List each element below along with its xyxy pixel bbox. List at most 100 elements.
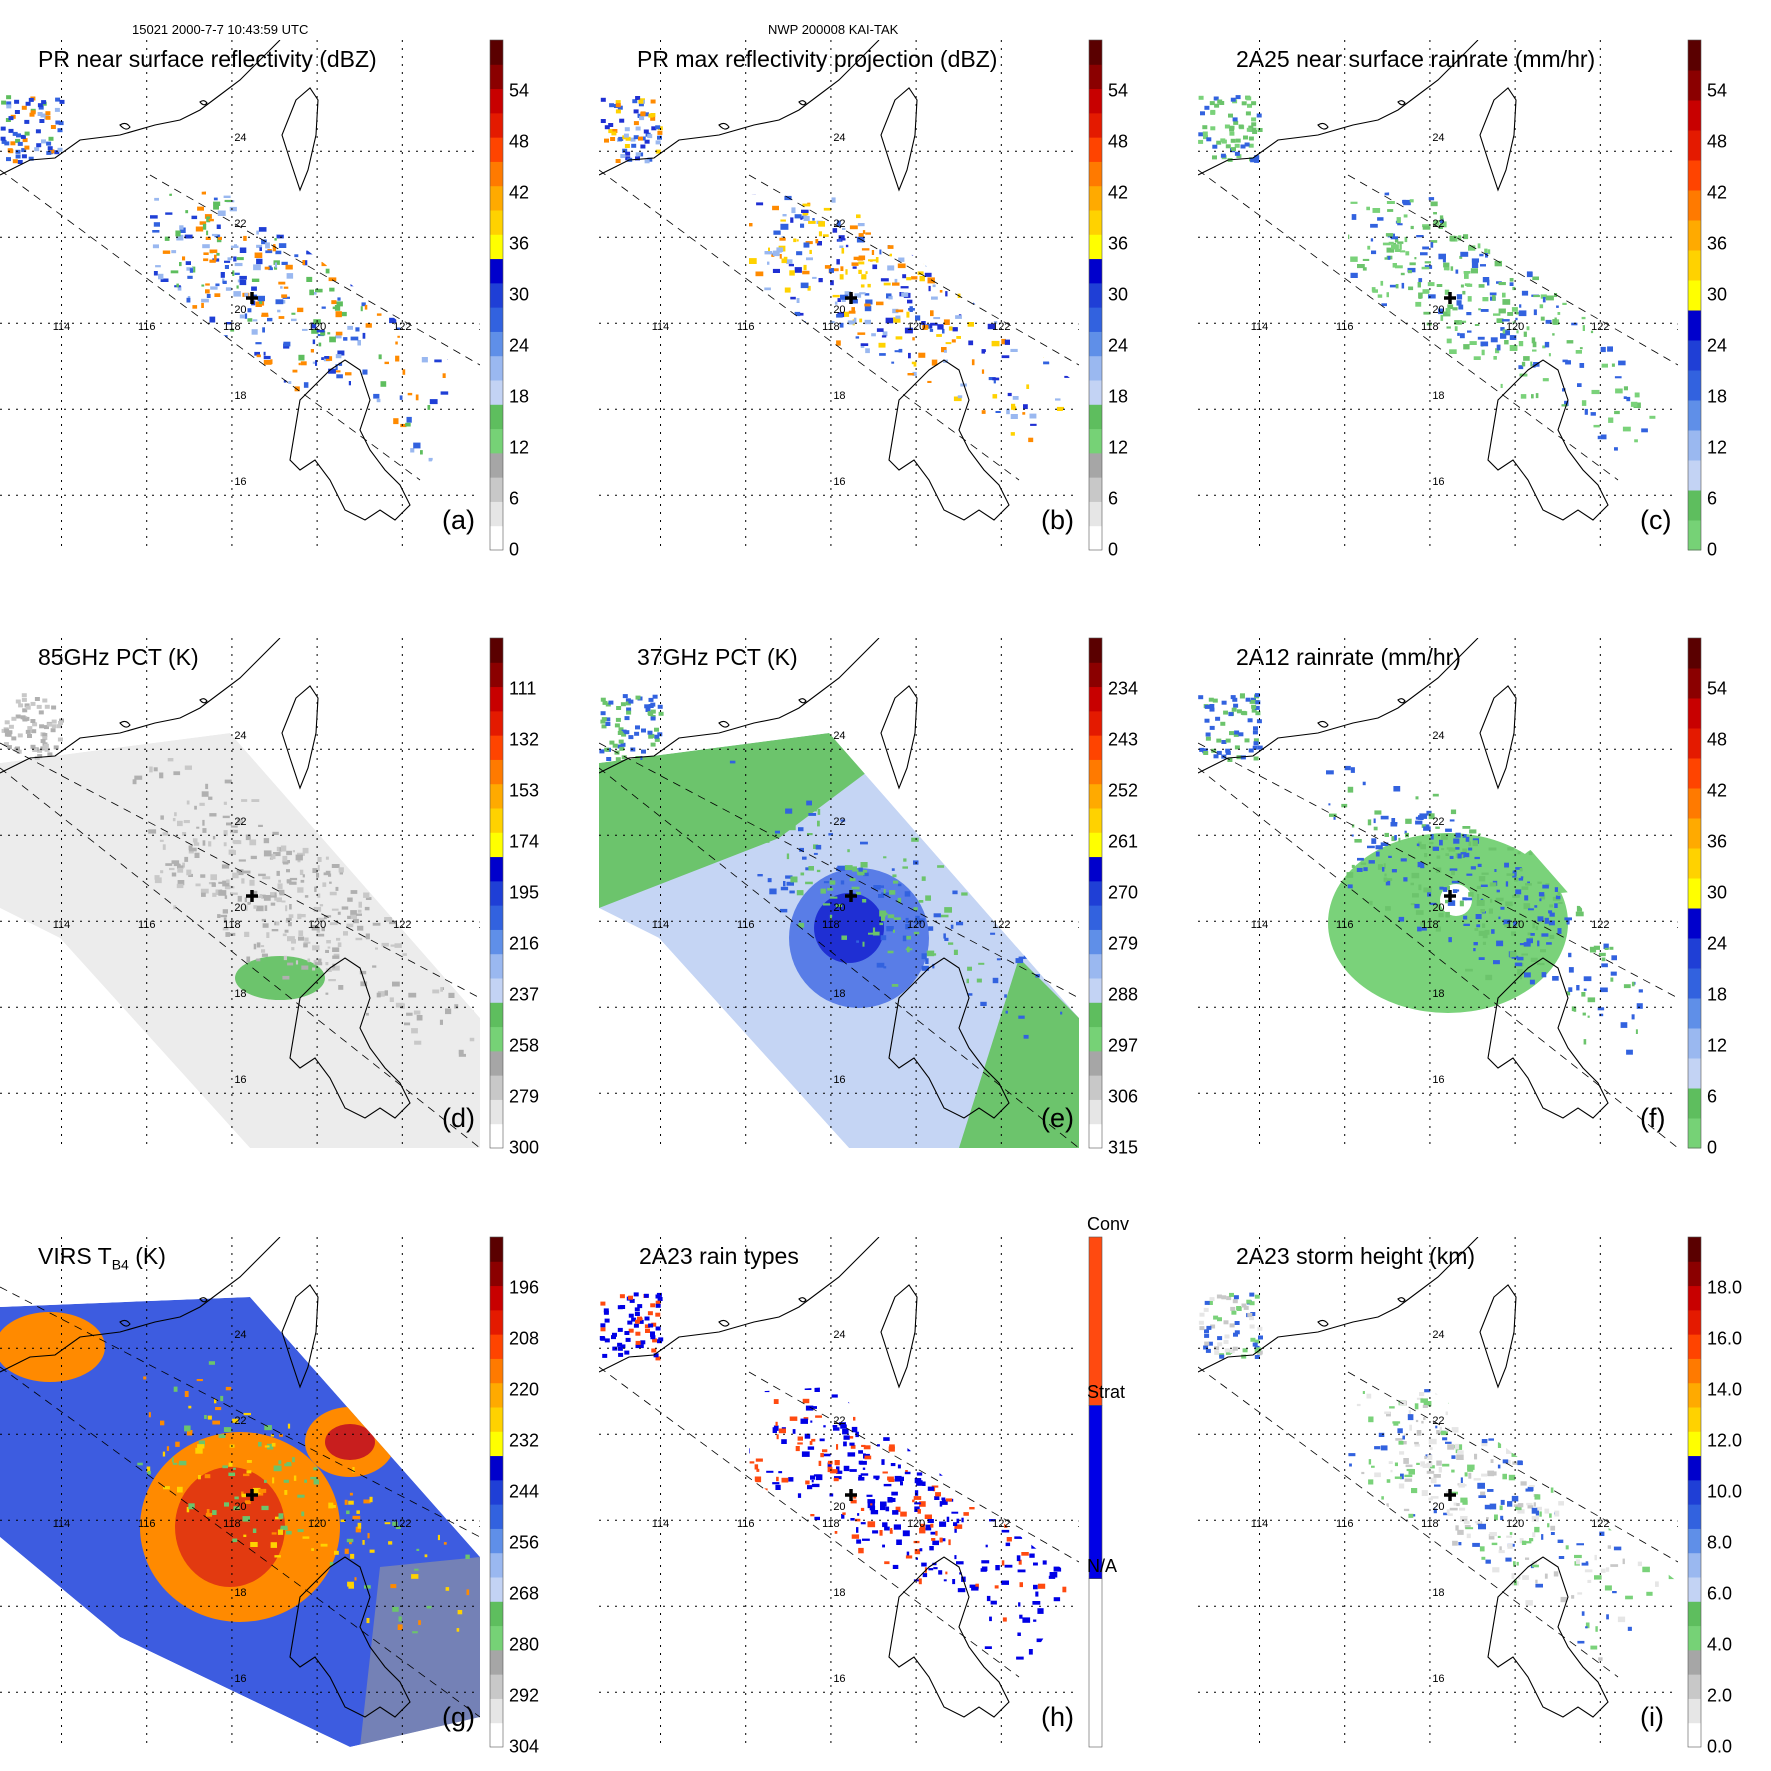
lon-label: 122 [1591, 321, 1609, 333]
storm-center-marker [246, 890, 258, 902]
colorbar-tick: 6 [1707, 1086, 1718, 1107]
colorbar-segment [1089, 1050, 1102, 1076]
colorbar-segment [490, 759, 503, 785]
colorbar-segment [1688, 998, 1701, 1029]
panel-title-e: 37GHz PCT (K) [637, 644, 798, 671]
lon-label: 120 [1506, 919, 1524, 931]
colorbar-segment [1688, 1237, 1701, 1262]
panel-title-text: PR near surface reflectivity (dBZ) [38, 46, 377, 72]
colorbar-segment [490, 185, 503, 211]
colorbar-segment [490, 355, 503, 381]
lat-label: 16 [1432, 476, 1444, 488]
panel-letter-e: (e) [1041, 1103, 1074, 1133]
colorbar-tick: 10.0 [1707, 1481, 1743, 1502]
colorbar-e: 234 243 252 261 270 279 288 297 306 315 [1088, 637, 1159, 1158]
colorbar-segment [1088, 1405, 1103, 1579]
colorbar-segment [1089, 210, 1102, 235]
lat-label: 18 [833, 390, 845, 402]
lon-label: 116 [737, 321, 755, 333]
colorbar-tick: 18.0 [1707, 1277, 1743, 1298]
map-panel-h: 114 116 118 120 122 124 24 22 20 18 16 14 2A23 rain … [599, 1214, 1159, 1757]
lon-label: 120 [1506, 321, 1524, 333]
map-panel-c: 114 116 118 120 122 124 24 22 20 18 16 14 2A25 near … [1198, 39, 1758, 560]
colorbar-tick: 2.0 [1707, 1685, 1733, 1706]
lon-label: 122 [992, 321, 1010, 333]
coastline-d [0, 638, 411, 1119]
colorbar-segment [1688, 1504, 1701, 1529]
lon-label: 118 [822, 919, 840, 931]
colorbar-segment [1688, 1528, 1701, 1554]
colorbar-tick: 18 [1707, 984, 1728, 1005]
lat-label: 22 [1432, 1415, 1444, 1427]
colorbar-tick: 30 [509, 284, 530, 305]
storm-center-marker [246, 1489, 258, 1501]
colorbar-label: Conv [1087, 1213, 1130, 1234]
colorbar-tick: 6 [509, 488, 520, 509]
lat-label: 14 [833, 562, 845, 574]
swath-field-c [1348, 190, 1678, 461]
lat-label: 14 [1432, 562, 1444, 574]
colorbar-segment [1089, 234, 1102, 260]
storm-center-marker [1444, 890, 1456, 902]
lat-label: 14 [833, 1160, 845, 1172]
colorbar-tick: 54 [1707, 678, 1728, 699]
lat-label: 24 [833, 132, 845, 144]
colorbar-tick: 12 [1707, 437, 1728, 458]
panel-title-c: 2A25 near surface rainrate (mm/hr) [1236, 46, 1595, 73]
colorbar-segment [1089, 88, 1102, 114]
colorbar-segment [1688, 878, 1701, 909]
colorbar-segment [1089, 525, 1102, 551]
colorbar-tick: 12 [509, 437, 530, 458]
lon-label: 114 [652, 919, 670, 931]
colorbar-tick: 237 [509, 984, 540, 1005]
colorbar-segment [1088, 1236, 1103, 1406]
lon-label: 122 [1591, 1518, 1609, 1530]
coastline-g [0, 1237, 411, 1718]
lat-label: 20 [833, 304, 845, 316]
colorbar-tick: 243 [1108, 729, 1139, 750]
colorbar-segment [1089, 185, 1102, 211]
colorbar-segment [1089, 331, 1102, 357]
colorbar-segment [490, 1625, 503, 1651]
colorbar-tick: 196 [509, 1277, 540, 1298]
colorbar-segment [1089, 258, 1102, 284]
colorbar-tick: 16.0 [1707, 1328, 1743, 1349]
colorbar-tick: 42 [509, 182, 530, 203]
colorbar-segment [1688, 848, 1701, 879]
lat-label: 22 [234, 218, 246, 230]
colorbar-segment [1089, 880, 1102, 906]
colorbar-segment [1688, 788, 1701, 819]
lon-label: 116 [138, 1518, 156, 1530]
colorbar-segment [1089, 759, 1102, 785]
lon-label: 114 [1251, 321, 1269, 333]
lon-label: 120 [1506, 1518, 1524, 1530]
colorbar-segment [1688, 1722, 1701, 1748]
colorbar-segment [1688, 340, 1701, 371]
colorbar-tick: 18 [509, 386, 530, 407]
lat-label: 24 [234, 132, 246, 144]
colorbar-segment [1688, 1382, 1701, 1408]
lon-label: 114 [53, 919, 71, 931]
lat-label: 24 [833, 730, 845, 742]
colorbar-segment [490, 1099, 503, 1125]
colorbar-segment [490, 380, 503, 405]
lon-label: 122 [393, 919, 411, 931]
colorbar-segment [1688, 1309, 1701, 1335]
lat-label: 24 [234, 1329, 246, 1341]
colorbar-segment [1089, 808, 1102, 833]
colorbar-segment [1688, 100, 1701, 131]
colorbar-tick: 270 [1108, 882, 1139, 903]
panel-letter-i: (i) [1640, 1702, 1664, 1732]
colorbar-segment [1688, 1118, 1701, 1149]
colorbar-tick: 12.0 [1707, 1430, 1743, 1451]
colorbar-segment [1089, 1099, 1102, 1125]
colorbar-tick: 0 [509, 539, 520, 560]
lon-label: 116 [138, 321, 156, 333]
colorbar-tick: 18 [1108, 386, 1129, 407]
colorbar-segment [1089, 355, 1102, 381]
colorbar-segment [1688, 1058, 1701, 1089]
lon-label: 118 [1421, 919, 1439, 931]
lat-label: 20 [1432, 304, 1444, 316]
